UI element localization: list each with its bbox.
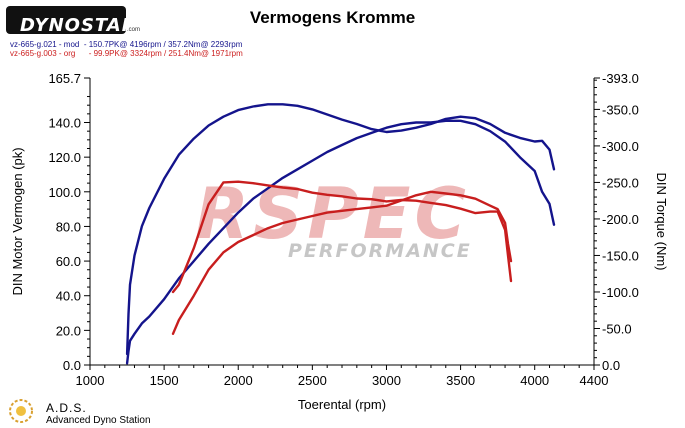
x-tick-label: 3500 (446, 373, 475, 388)
y-right-tick-label: -250.0 (602, 175, 639, 190)
y-left-tick-label: 140.0 (48, 116, 81, 131)
axes (84, 77, 600, 370)
chart-title: Vermogens Kromme (249, 8, 416, 27)
y-left-tick-label: 20.0 (56, 323, 81, 338)
mod-torque-line (125, 103, 556, 356)
y-right-tick-label: -150.0 (602, 248, 639, 263)
y-left-tick-label: 0.0 (63, 358, 81, 373)
axis-labels: 1000 1500 2000 2500 3000 3500 4000 44000.020.04… (10, 71, 669, 412)
x-tick-label: 2500 (298, 373, 327, 388)
y-left-tick-label: 80.0 (56, 219, 81, 234)
x-tick-label: 1500 (150, 373, 179, 388)
dynostar-logo-url: .com (127, 27, 141, 33)
mod-power-line (125, 119, 556, 365)
x-tick-label: 2000 (224, 373, 253, 388)
y-left-tick-label: 100.0 (48, 185, 81, 200)
y-right-tick-label: -200.0 (602, 212, 639, 227)
ads-station-subtitle: Advanced Dyno Station (46, 415, 151, 426)
y-right-tick-label: 0.0 (602, 358, 620, 373)
x-tick-label: 4400 (580, 373, 609, 388)
x-tick-label: 4000 (520, 373, 549, 388)
y-right-tick-label: -50.0 (602, 321, 632, 336)
y-left-tick-label: 40.0 (56, 289, 81, 304)
y-right-tick-label: -100.0 (602, 285, 639, 300)
dynostar-logo-text: DYNOSTAR (20, 15, 137, 36)
org-power-line (171, 190, 513, 335)
y-right-tick-label: -393.0 (602, 71, 639, 86)
legend-entry-mod: vz-665-g.021 - mod - 150.7PK@ 4196rpm / … (10, 40, 243, 49)
y-axis-left-title: DIN Motor Vermogen (pk) (10, 147, 25, 295)
legend-entry-org: vz-665-g.003 - org - 99.9PK@ 3324rpm / 2… (10, 49, 243, 58)
y-axis-right-title: DIN Torque (Nm) (654, 172, 669, 270)
ads-station-name: A.D.S. (46, 401, 87, 415)
y-right-tick-label: -300.0 (602, 139, 639, 154)
dynostar-logo: DYNOSTAR (6, 6, 136, 36)
y-right-tick-label: -350.0 (602, 102, 639, 117)
x-tick-label: 1000 (76, 373, 105, 388)
series-layer (125, 103, 556, 365)
rspec-watermark: RSPEC PERFORMANCE (195, 173, 472, 262)
org-torque-line (171, 180, 513, 294)
y-left-tick-label: 165.7 (48, 71, 81, 86)
x-tick-label: 3000 (372, 373, 401, 388)
y-left-tick-label: 60.0 (56, 254, 81, 269)
ads-logo-icon (9, 399, 33, 423)
y-left-tick-label: 120.0 (48, 150, 81, 165)
watermark-sub-text: PERFORMANCE (288, 240, 472, 262)
x-axis-title: Toerental (rpm) (298, 397, 386, 412)
